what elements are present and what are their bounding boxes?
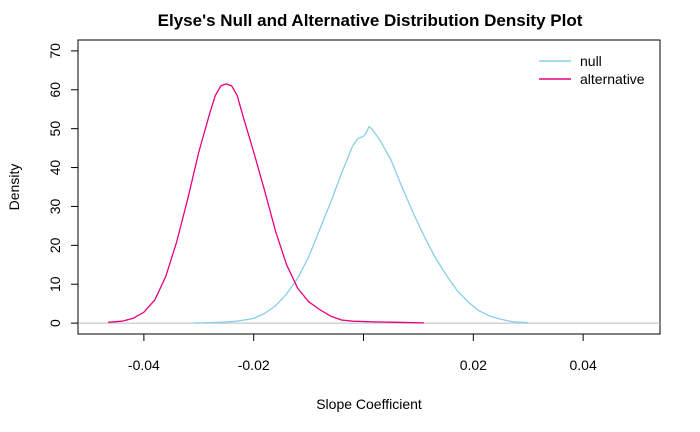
x-axis: -0.04 -0.02 0.02 0.04 xyxy=(128,333,597,373)
series-line-alternative xyxy=(108,83,424,324)
y-tick-label: 20 xyxy=(47,237,63,253)
y-tick-label: 0 xyxy=(47,319,63,327)
y-axis-label: Density xyxy=(6,164,22,211)
x-tick-label: -0.02 xyxy=(238,357,270,373)
y-tick-label: 50 xyxy=(47,121,63,137)
x-tick-label: -0.04 xyxy=(128,357,160,373)
y-axis: 0 10 20 30 40 50 60 70 xyxy=(47,43,79,327)
legend: null alternative xyxy=(539,53,645,87)
series-layer xyxy=(108,83,529,324)
y-tick-label: 60 xyxy=(47,82,63,98)
x-tick-label: 0.02 xyxy=(460,357,487,373)
x-axis-label: Slope Coefficient xyxy=(316,396,422,412)
y-tick-label: 30 xyxy=(47,198,63,214)
legend-label-null: null xyxy=(580,53,602,69)
y-tick-label: 70 xyxy=(47,43,63,59)
plot-frame xyxy=(77,39,661,335)
chart-title: Elyse's Null and Alternative Distributio… xyxy=(158,11,583,30)
x-tick-label: 0.04 xyxy=(570,357,597,373)
legend-label-alternative: alternative xyxy=(580,71,645,87)
y-tick-label: 10 xyxy=(47,276,63,292)
series-line-null xyxy=(193,126,529,324)
y-tick-label: 40 xyxy=(47,160,63,176)
